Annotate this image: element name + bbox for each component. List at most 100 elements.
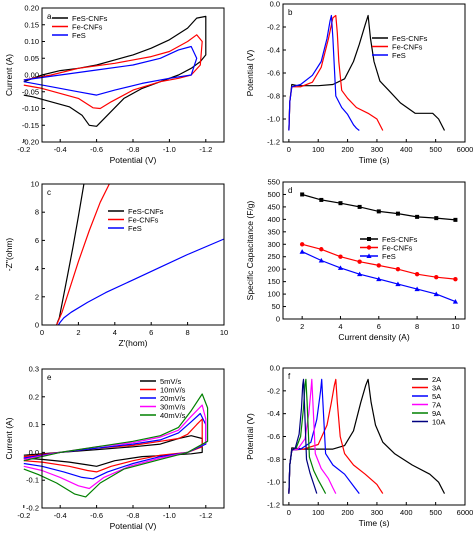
x-tick-label-c-2: 4	[113, 328, 117, 337]
y-tick-label-f-1: -0.2	[267, 386, 280, 395]
y-tick-label-d-4: 200	[267, 265, 280, 274]
y-tick-label-a-3: -0.05	[22, 87, 39, 96]
data-point-d-2-5	[395, 281, 401, 287]
data-point-d-1-1	[319, 247, 324, 252]
legend-label-e-2: 20mV/s	[160, 394, 186, 403]
y-tick-label-f-0: 0.0	[270, 364, 280, 373]
legend-label-e-4: 40mV/s	[160, 411, 186, 420]
y-axis-label-b: Potential (V)	[245, 49, 255, 96]
series-line-e-4	[23, 393, 209, 498]
x-tick-label-f-6: 6000	[457, 508, 474, 517]
x-tick-label-c-1: 2	[76, 328, 80, 337]
data-point-d-2-7	[433, 291, 439, 297]
x-tick-label-a-4: -1.0	[163, 145, 176, 154]
panel-letter-f: f	[288, 372, 291, 381]
panel-b: 0 100 200 300 400 500 6000 0.0 -0.2 -0.4 -0.6 -0.8 -…	[245, 0, 473, 165]
y-tick-label-c-2: 4	[35, 264, 39, 273]
y-tick-label-a-5: 0.05	[24, 54, 39, 63]
panel-a: -0.2 -0.4 -0.6 -0.8 -1.0 -1.2 -0.20 -0.15 -0.10 -…	[4, 4, 225, 165]
legend-label-e-3: 30mV/s	[160, 402, 186, 411]
x-tick-label-b-2: 200	[341, 145, 354, 154]
y-tick-label-a-8: 0.20	[24, 4, 39, 13]
data-point-d-1-8	[453, 276, 458, 282]
data-point-d-1-3	[357, 259, 362, 264]
y-tick-label-e-2: 0.0	[29, 448, 39, 457]
x-tick-label-c-4: 8	[186, 328, 190, 337]
panel-letter-d: d	[288, 186, 292, 195]
y-tick-label-a-7: 0.15	[24, 20, 39, 29]
y-tick-label-c-0: 0	[35, 321, 39, 330]
x-tick-label-c-0: 0	[40, 328, 44, 337]
y-tick-label-f-6: -1.2	[267, 501, 280, 510]
legend-label-e-1: 10mV/s	[160, 385, 186, 394]
x-tick-label-e-2: -0.6	[90, 511, 103, 520]
data-point-d-0-8	[453, 217, 458, 222]
legend-label-b-1: Fe-CNFs	[392, 42, 423, 51]
y-axis-label-c: -Z''(ohm)	[4, 238, 14, 272]
y-tick-label-b-5: -1.0	[267, 115, 280, 124]
y-tick-label-d-7: 350	[267, 227, 280, 236]
legend-label-e-0: 5mV/s	[160, 377, 182, 386]
y-tick-label-b-4: -0.8	[267, 92, 280, 101]
y-tick-label-b-6: -1.2	[267, 138, 280, 147]
x-tick-label-c-3: 6	[149, 328, 153, 337]
x-tick-label-e-0: -0.2	[17, 511, 30, 520]
series-line-f-1	[288, 378, 384, 494]
data-point-d-0-3	[357, 204, 362, 209]
data-point-d-1-5	[395, 266, 401, 272]
y-tick-label-d-6: 300	[267, 240, 280, 249]
x-axis-label-e: Potential (V)	[110, 521, 157, 531]
x-tick-label-b-5: 500	[429, 145, 442, 154]
x-tick-label-c-5: 10	[220, 328, 228, 337]
x-tick-label-e-1: -0.4	[54, 511, 67, 520]
y-tick-label-c-3: 6	[35, 236, 39, 245]
data-point-d-0-0	[300, 192, 305, 197]
y-tick-label-c-4: 8	[35, 208, 39, 217]
x-tick-label-b-0: 0	[287, 145, 291, 154]
legend-marker-d-0	[367, 237, 371, 241]
legend-label-a-1: Fe-CNFs	[72, 22, 103, 31]
y-tick-label-a-2: -0.10	[22, 104, 39, 113]
legend-label-c-1: Fe-CNFs	[128, 215, 159, 224]
x-axis-label-d: Current density (A)	[338, 332, 409, 342]
data-point-d-2-2	[337, 265, 344, 270]
y-axis-label-d: Specific Capacitance (F/g)	[245, 200, 255, 300]
data-point-d-1-2	[338, 254, 343, 259]
plot-frame-c	[41, 183, 225, 326]
legend-label-a-2: FeS	[72, 31, 86, 40]
x-axis-label-c: Z'(hom)	[118, 338, 147, 348]
y-axis-label-a: Current (A)	[4, 54, 14, 96]
x-axis-label-a: Potential (V)	[110, 155, 157, 165]
data-point-d-2-0	[299, 249, 305, 254]
y-tick-label-d-1: 50	[272, 302, 280, 311]
data-point-d-1-6	[414, 271, 420, 277]
y-tick-label-e-0: -0.2	[26, 504, 39, 513]
legend-label-f-5: 10A	[432, 417, 445, 426]
legend-label-f-0: 2A	[432, 375, 441, 384]
series-line-e-0	[23, 435, 203, 467]
y-tick-label-d-9: 450	[267, 202, 280, 211]
legend-label-d-0: FeS-CNFs	[382, 235, 418, 244]
series-line-b-2	[288, 14, 360, 131]
data-point-d-0-4	[376, 209, 381, 214]
x-tick-label-f-1: 100	[312, 508, 325, 517]
x-tick-label-f-0: 0	[287, 508, 291, 517]
y-tick-label-e-4: 0.2	[29, 392, 39, 401]
x-tick-label-f-2: 200	[341, 508, 354, 517]
x-tick-label-f-3: 300	[371, 508, 384, 517]
legend-label-d-2: FeS	[382, 252, 396, 261]
legend-marker-d-1	[366, 245, 372, 250]
y-tick-label-c-5: 10	[31, 180, 39, 189]
y-tick-label-d-5: 250	[267, 252, 280, 261]
legend-label-b-0: FeS-CNFs	[392, 34, 428, 43]
x-tick-label-d-3: 8	[415, 322, 419, 331]
y-axis-label-e: Current (A)	[4, 417, 14, 459]
x-tick-label-f-5: 500	[429, 508, 442, 517]
x-tick-label-e-5: -1.2	[199, 511, 212, 520]
x-tick-label-e-4: -1.0	[163, 511, 176, 520]
